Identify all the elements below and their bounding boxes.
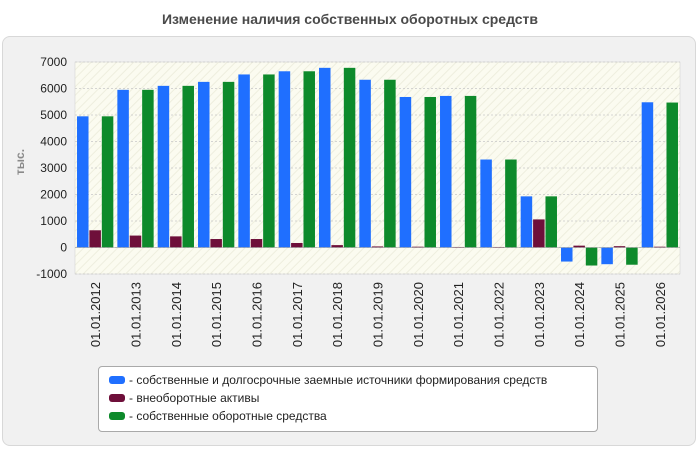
bar — [533, 219, 545, 248]
bar — [399, 96, 412, 248]
x-tick-label: 01.01.2020 — [411, 282, 426, 347]
bar — [101, 116, 114, 248]
bar — [613, 246, 626, 248]
bar — [666, 102, 678, 248]
x-tick-label: 01.01.2021 — [451, 282, 466, 347]
x-tick-label: 01.01.2017 — [290, 282, 305, 347]
bar — [464, 95, 477, 248]
y-tick-label: 1000 — [40, 214, 67, 228]
y-axis-ticks: -1000 0 1000 2000 3000 4000 5000 6000 7000 — [36, 55, 67, 281]
x-tick-label: 01.01.2012 — [88, 282, 103, 347]
x-tick-label: 01.01.2022 — [492, 282, 507, 347]
y-tick-label: 5000 — [40, 108, 67, 122]
bar — [480, 159, 492, 248]
bar — [384, 79, 396, 248]
legend-label: - внеоборотные активы — [129, 391, 260, 405]
bar — [573, 245, 585, 248]
y-tick-label: 2000 — [40, 188, 67, 202]
bar — [585, 247, 598, 266]
bar — [319, 67, 331, 248]
bar — [331, 245, 343, 248]
bar — [641, 102, 654, 248]
bar — [198, 81, 210, 248]
x-tick-label: 01.01.2025 — [613, 282, 628, 347]
bar — [129, 235, 142, 248]
bar — [626, 247, 638, 265]
bar — [505, 159, 517, 248]
bar — [561, 247, 573, 262]
bar — [238, 74, 250, 248]
bar — [412, 246, 424, 248]
bar — [117, 89, 129, 248]
x-tick-label: 01.01.2019 — [371, 282, 386, 347]
x-tick-label: 01.01.2024 — [572, 282, 587, 347]
y-tick-label: 0 — [60, 241, 67, 255]
bar — [222, 81, 235, 248]
bar — [77, 116, 89, 248]
bar — [263, 74, 275, 248]
x-tick-label: 01.01.2015 — [209, 282, 224, 347]
x-tick-label: 01.01.2014 — [169, 282, 184, 347]
bar — [440, 95, 452, 248]
bar — [343, 67, 356, 248]
bar — [359, 79, 371, 248]
bar — [157, 85, 170, 248]
bar — [142, 89, 154, 248]
y-tick-label: 4000 — [40, 135, 67, 149]
legend-item: - внеоборотные активы — [109, 389, 597, 407]
legend-swatch — [109, 376, 125, 384]
chart-title: Изменение наличия собственных оборотных … — [161, 11, 539, 27]
x-tick-label: 01.01.2026 — [653, 282, 668, 347]
legend-swatch — [109, 394, 125, 402]
y-tick-label: 6000 — [40, 82, 67, 96]
bar — [371, 246, 384, 248]
bar — [424, 96, 436, 248]
legend-item: - собственные и долгосрочные заемные ист… — [109, 371, 597, 389]
y-tick-label: 3000 — [40, 161, 67, 175]
y-tick-label: -1000 — [36, 267, 67, 281]
bar — [291, 242, 303, 248]
bar — [182, 85, 194, 248]
legend-item: - собственные оборотные средства — [109, 407, 597, 425]
bar — [89, 230, 101, 248]
x-tick-label: 01.01.2016 — [250, 282, 265, 347]
bar — [170, 236, 182, 248]
x-tick-label: 01.01.2018 — [330, 282, 345, 347]
x-tick-label: 01.01.2013 — [129, 282, 144, 347]
bar — [210, 239, 222, 248]
bar — [303, 71, 315, 248]
y-axis-label: тыс. — [13, 149, 27, 175]
legend-swatch — [109, 412, 125, 420]
bar — [278, 71, 291, 248]
legend-label: - собственные оборотные средства — [129, 409, 327, 423]
bar — [520, 196, 533, 248]
bar — [654, 246, 666, 248]
bar — [250, 239, 263, 248]
legend-label: - собственные и долгосрочные заемные ист… — [129, 373, 548, 387]
bar — [545, 196, 557, 248]
x-axis-ticks: 01.01.2012 01.01.2013 01.01.2014 01.01.2015… — [88, 282, 668, 347]
y-tick-label: 7000 — [40, 55, 67, 69]
legend: - собственные и долгосрочные заемные ист… — [98, 366, 598, 432]
bar — [601, 247, 613, 265]
bars — [75, 67, 680, 266]
x-tick-label: 01.01.2023 — [532, 282, 547, 347]
